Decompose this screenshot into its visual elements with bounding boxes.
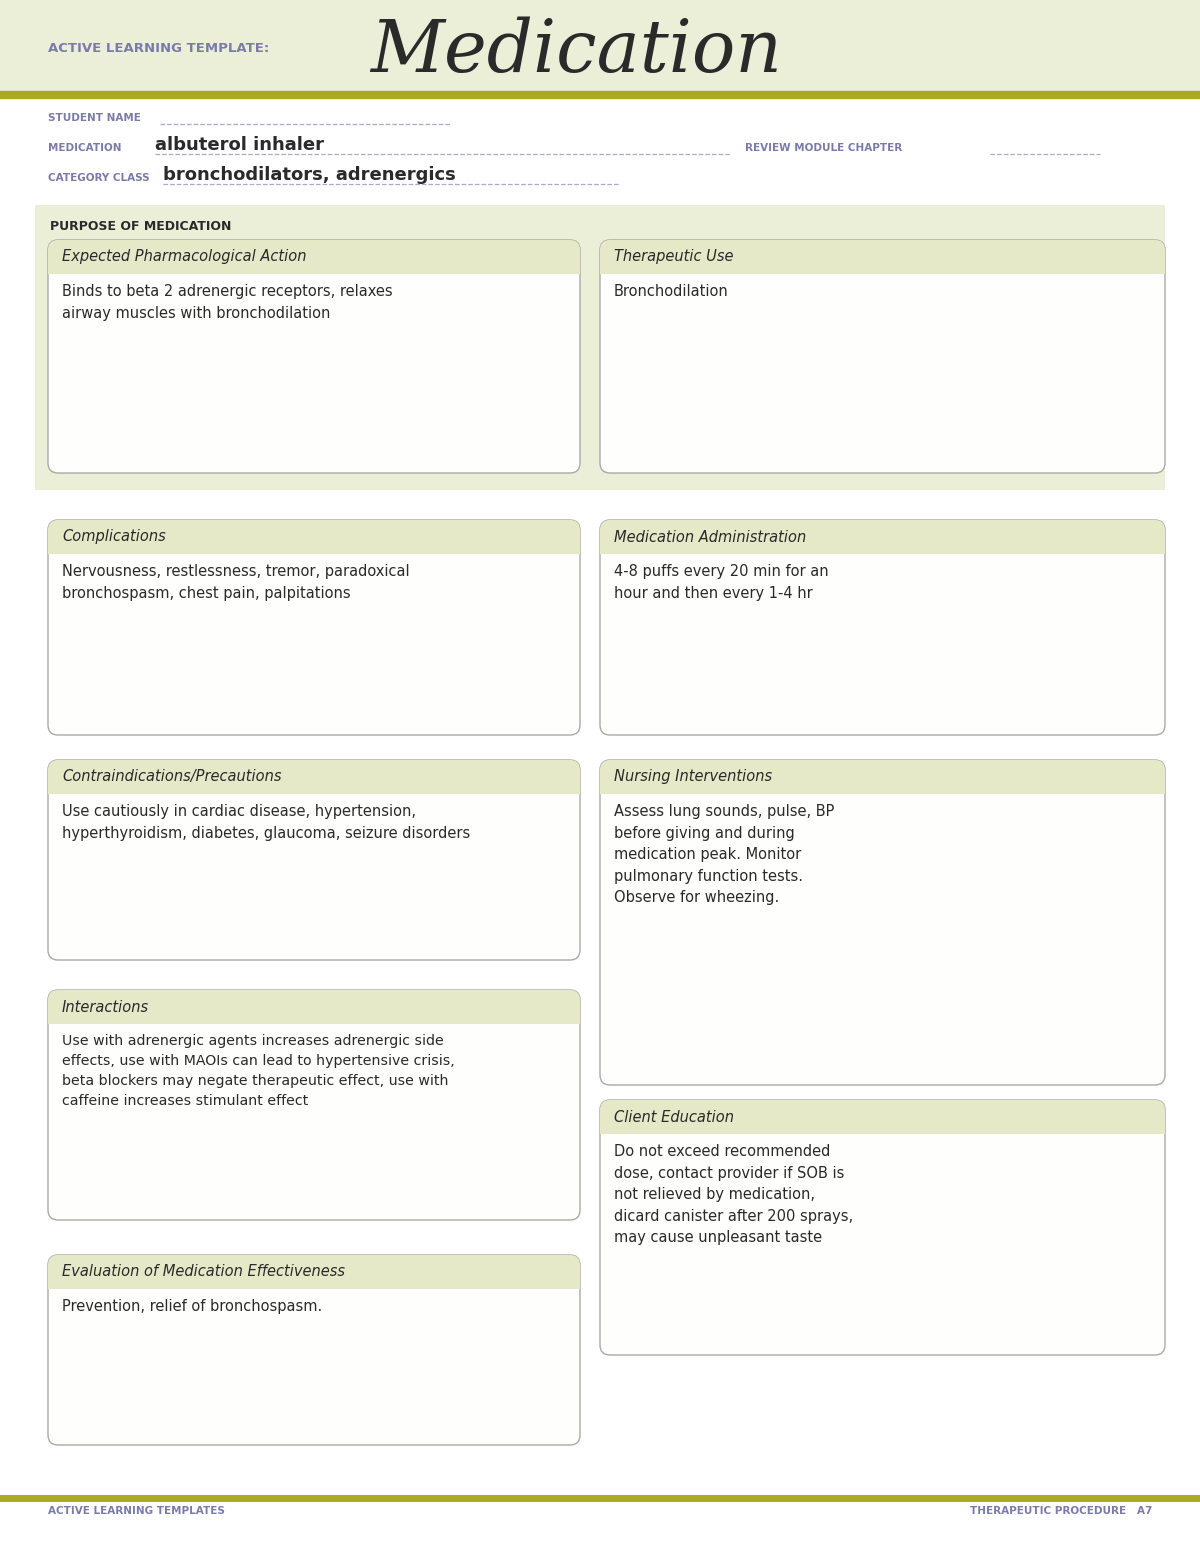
FancyBboxPatch shape xyxy=(600,520,1165,735)
FancyBboxPatch shape xyxy=(600,241,1165,474)
Text: Medication: Medication xyxy=(370,17,782,87)
Bar xyxy=(600,1114,1165,1134)
Bar xyxy=(48,534,580,554)
FancyBboxPatch shape xyxy=(600,1100,1165,1134)
Bar xyxy=(35,205,1165,491)
Text: Client Education: Client Education xyxy=(614,1109,734,1124)
Bar xyxy=(48,253,580,273)
Text: THERAPEUTIC PROCEDURE   A7: THERAPEUTIC PROCEDURE A7 xyxy=(970,1506,1152,1516)
Text: Expected Pharmacological Action: Expected Pharmacological Action xyxy=(62,250,306,264)
Text: Contraindications/Precautions: Contraindications/Precautions xyxy=(62,769,282,784)
FancyBboxPatch shape xyxy=(48,989,580,1221)
FancyBboxPatch shape xyxy=(48,1255,580,1289)
FancyBboxPatch shape xyxy=(48,759,580,960)
Bar xyxy=(600,534,1165,554)
Text: REVIEW MODULE CHAPTER: REVIEW MODULE CHAPTER xyxy=(745,143,902,154)
Text: Nervousness, restlessness, tremor, paradoxical
bronchospasm, chest pain, palpita: Nervousness, restlessness, tremor, parad… xyxy=(62,564,409,601)
Text: CATEGORY CLASS: CATEGORY CLASS xyxy=(48,172,150,183)
Text: MEDICATION: MEDICATION xyxy=(48,143,121,154)
FancyBboxPatch shape xyxy=(600,1100,1165,1356)
Text: Bronchodilation: Bronchodilation xyxy=(614,284,728,300)
Bar xyxy=(600,773,1165,794)
FancyBboxPatch shape xyxy=(48,520,580,735)
Text: Use with adrenergic agents increases adrenergic side
effects, use with MAOIs can: Use with adrenergic agents increases adr… xyxy=(62,1034,455,1109)
Text: Binds to beta 2 adrenergic receptors, relaxes
airway muscles with bronchodilatio: Binds to beta 2 adrenergic receptors, re… xyxy=(62,284,392,320)
Text: PURPOSE OF MEDICATION: PURPOSE OF MEDICATION xyxy=(50,221,232,233)
Text: Do not exceed recommended
dose, contact provider if SOB is
not relieved by medic: Do not exceed recommended dose, contact … xyxy=(614,1145,853,1246)
Bar xyxy=(48,773,580,794)
Bar xyxy=(0,0,1200,95)
FancyBboxPatch shape xyxy=(600,520,1165,554)
Text: Medication Administration: Medication Administration xyxy=(614,530,806,545)
Bar xyxy=(48,1003,580,1023)
Text: STUDENT NAME: STUDENT NAME xyxy=(48,113,140,123)
Text: Prevention, relief of bronchospasm.: Prevention, relief of bronchospasm. xyxy=(62,1298,323,1314)
Text: ACTIVE LEARNING TEMPLATES: ACTIVE LEARNING TEMPLATES xyxy=(48,1506,224,1516)
Bar xyxy=(600,253,1165,273)
FancyBboxPatch shape xyxy=(48,989,580,1023)
FancyBboxPatch shape xyxy=(48,520,580,554)
Text: ACTIVE LEARNING TEMPLATE:: ACTIVE LEARNING TEMPLATE: xyxy=(48,42,269,54)
FancyBboxPatch shape xyxy=(48,1255,580,1444)
FancyBboxPatch shape xyxy=(48,241,580,474)
Text: Evaluation of Medication Effectiveness: Evaluation of Medication Effectiveness xyxy=(62,1264,346,1280)
Text: Therapeutic Use: Therapeutic Use xyxy=(614,250,733,264)
FancyBboxPatch shape xyxy=(600,241,1165,273)
Text: Assess lung sounds, pulse, BP
before giving and during
medication peak. Monitor
: Assess lung sounds, pulse, BP before giv… xyxy=(614,804,834,905)
Text: Interactions: Interactions xyxy=(62,1000,149,1014)
Text: bronchodilators, adrenergics: bronchodilators, adrenergics xyxy=(163,166,456,183)
Text: albuterol inhaler: albuterol inhaler xyxy=(155,137,324,154)
Text: Use cautiously in cardiac disease, hypertension,
hyperthyroidism, diabetes, glau: Use cautiously in cardiac disease, hyper… xyxy=(62,804,470,840)
Text: Nursing Interventions: Nursing Interventions xyxy=(614,769,772,784)
Text: Complications: Complications xyxy=(62,530,166,545)
Bar xyxy=(48,1269,580,1289)
FancyBboxPatch shape xyxy=(48,759,580,794)
FancyBboxPatch shape xyxy=(600,759,1165,1086)
Text: 4-8 puffs every 20 min for an
hour and then every 1-4 hr: 4-8 puffs every 20 min for an hour and t… xyxy=(614,564,829,601)
FancyBboxPatch shape xyxy=(600,759,1165,794)
FancyBboxPatch shape xyxy=(48,241,580,273)
